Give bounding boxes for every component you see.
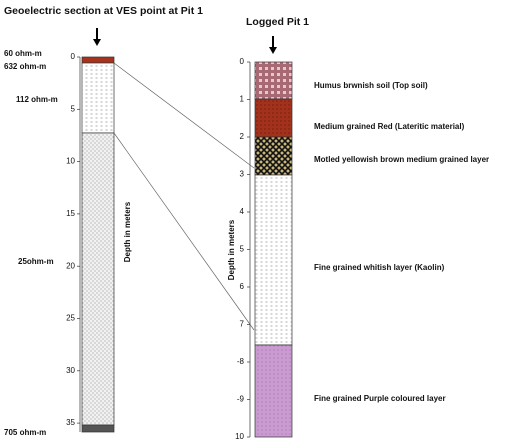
tick-label: 35: [66, 418, 75, 427]
layer-label: Medium grained Red (Lateritic material): [314, 122, 465, 131]
tick-label: 15: [66, 209, 75, 218]
layer-label: Fine grained Purple coloured layer: [314, 394, 446, 403]
left-column: [80, 57, 114, 432]
tick-label: 1: [240, 95, 245, 104]
tick-label: 25: [66, 314, 75, 323]
tick-label: 5: [240, 245, 245, 254]
arrows: [93, 28, 277, 54]
page: Geoelectric section at VES point at Pit …: [0, 0, 505, 444]
right-axis-label: Depth in meters: [227, 219, 236, 280]
tick-label: -8: [237, 357, 245, 366]
tick-label: 4: [240, 207, 245, 216]
connectors: [114, 63, 254, 330]
diagram: Geoelectric section at VES point at Pit …: [0, 0, 505, 444]
tick-label: 2: [240, 132, 245, 141]
tick-label: -9: [237, 395, 245, 404]
tick-label: 20: [66, 261, 75, 270]
left-axis-label: Depth in meters: [123, 201, 132, 262]
tick-label: 30: [66, 366, 75, 375]
right-title: Logged Pit 1: [246, 16, 309, 28]
layer-label: 112 ohm-m: [16, 95, 58, 104]
tick-label: 10: [66, 157, 75, 166]
tick-label: 6: [240, 282, 245, 291]
right-column: [250, 62, 292, 437]
layer-label: 25ohm-m: [18, 257, 54, 266]
tick-label: 0: [71, 52, 76, 61]
tick-label: 7: [240, 320, 245, 329]
layer-label: 632 ohm-m: [4, 62, 46, 71]
layer-label: Fine grained whitish layer (Kaolin): [314, 263, 445, 272]
left-title: Geoelectric section at VES point at Pit …: [4, 5, 203, 17]
tick-label: 0: [240, 57, 245, 66]
layer-label: Motled yellowish brown medium grained la…: [314, 155, 489, 164]
layer-label: 60 ohm-m: [4, 49, 42, 58]
layer-label: Humus brwnish soil (Top soil): [314, 81, 428, 90]
tick-label: 3: [240, 170, 245, 179]
tick-label: 10: [235, 432, 244, 441]
layer-label: 705 ohm-m: [4, 428, 46, 437]
tick-label: 5: [71, 104, 76, 113]
